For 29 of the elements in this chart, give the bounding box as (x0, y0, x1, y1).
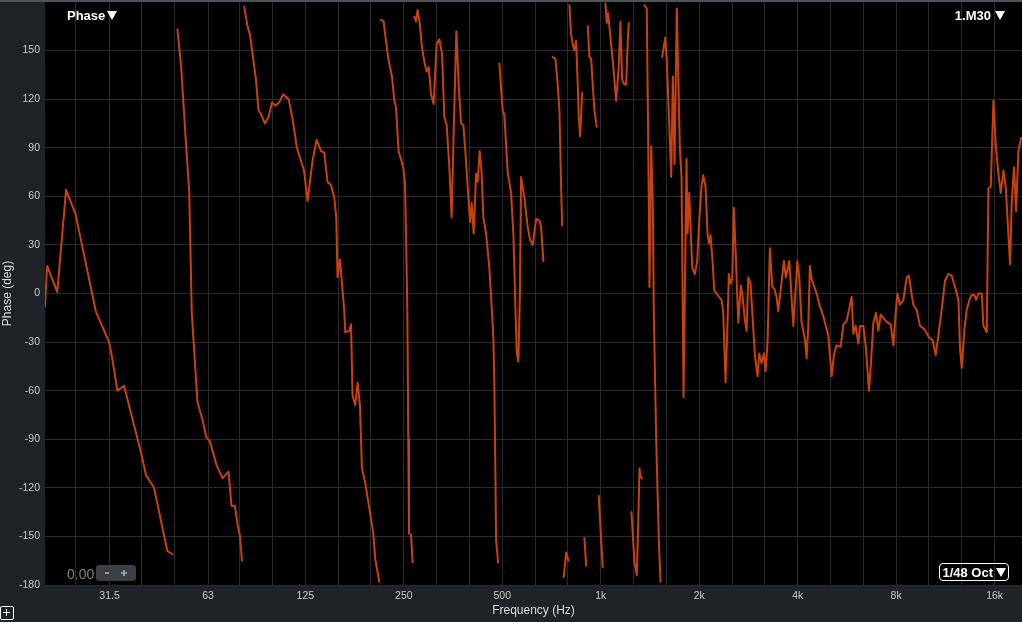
y-tick-label: -60 (24, 383, 41, 396)
dropdown-box: 1/48 Oct (939, 563, 1009, 581)
y-tick-label: -180 (18, 577, 41, 590)
annotation: 1.M30 (954, 8, 991, 23)
y-tick-label: -90 (24, 432, 41, 445)
y-tick-label: 60 (28, 189, 41, 202)
x-tick-label: 4k (792, 589, 804, 602)
x-tick-label: 2k (693, 589, 706, 602)
y-tick-label: -30 (24, 334, 41, 347)
y-tick-label: 90 (28, 140, 41, 153)
x-tick-label: 31.5 (99, 589, 120, 602)
y-tick-label: 150 (22, 43, 41, 56)
x-tick-label: 63 (202, 589, 214, 602)
x-axis-title: Frequency (Hz) (492, 603, 575, 618)
text: Phase (67, 8, 106, 23)
x-tick-label: 1k (595, 589, 608, 602)
x-tick-label: 500 (493, 589, 512, 602)
x-tick-label: 125 (296, 589, 315, 602)
x-tick-label: 8k (890, 589, 903, 602)
y-tick-label: 120 (22, 92, 41, 105)
x-tick-label: 250 (395, 589, 413, 602)
y-tick-label: 0 (34, 286, 41, 299)
annotation: 1/48 Oct (942, 564, 993, 580)
y-tick-label: -150 (18, 529, 41, 542)
annotation: 0.00 (67, 566, 95, 582)
y-tick-label: 30 (28, 237, 41, 250)
y-tick-label: -120 (18, 480, 41, 493)
x-tick-label: 16k (986, 589, 1004, 602)
y-axis-title: Phase (deg) (0, 260, 14, 327)
